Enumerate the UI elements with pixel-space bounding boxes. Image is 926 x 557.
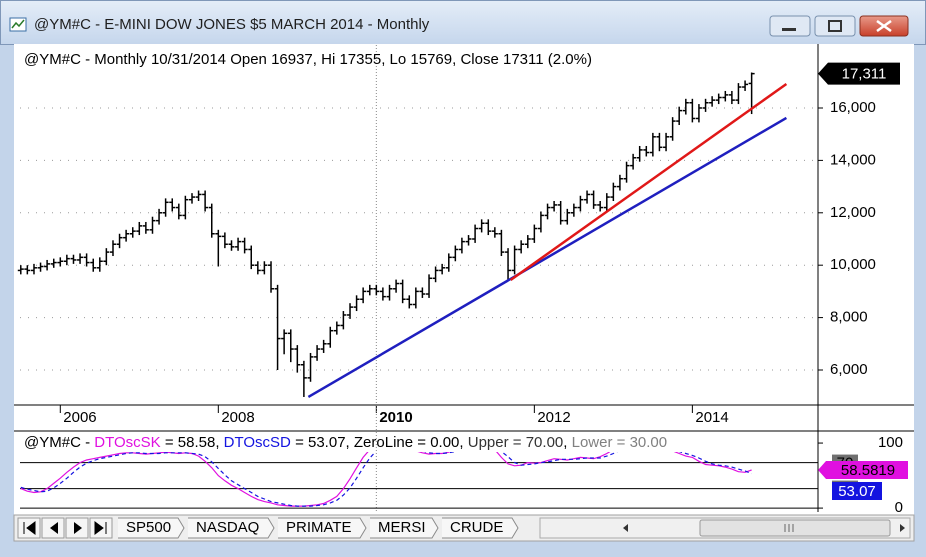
x-tick-label: 2006: [63, 409, 96, 426]
legend-value: 53.07: [308, 434, 346, 451]
y-tick-label: 10,000: [830, 256, 876, 273]
header-separator: =: [417, 434, 426, 451]
tab: [278, 517, 367, 539]
indicator-lines: [20, 452, 752, 507]
header-separator: =: [513, 434, 522, 451]
level-name: ZeroLine: [354, 434, 413, 451]
header-separator: =: [165, 434, 174, 451]
tab: [118, 517, 185, 539]
header-symbol: @YM#C - Monthly: [24, 51, 147, 68]
header-value: 15769: [410, 51, 452, 68]
price-label: 17,311: [842, 66, 887, 83]
y-tick-label: 16,000: [830, 99, 876, 116]
header-value: 16937: [271, 51, 313, 68]
scrollbar[interactable]: [539, 517, 911, 539]
header-separator: ,: [215, 434, 219, 451]
maximize-button[interactable]: [814, 15, 856, 37]
header-separator: ,: [452, 51, 456, 68]
header-field: Open: [230, 51, 267, 68]
trend-line: [509, 82, 788, 282]
tab: [370, 517, 439, 539]
header-separator: ,: [346, 434, 350, 451]
x-tick-label: 2010: [379, 409, 412, 426]
indicator-header: @YM#C - DTOscSK = 58.58, DTOscSD = 53.07…: [24, 434, 667, 451]
chart-header: @YM#C - Monthly 10/31/2014 Open 16937, H…: [24, 51, 592, 68]
level-name: Upper: [468, 434, 509, 451]
level-name: Lower: [572, 434, 613, 451]
x-tick-label: 2008: [221, 409, 254, 426]
header-separator: ,: [459, 434, 463, 451]
value-marker-label: 58.5819: [841, 462, 895, 479]
tab-label[interactable]: NASDAQ: [196, 519, 259, 536]
header-field: Lo: [390, 51, 407, 68]
y-tick-label: 6,000: [830, 361, 868, 378]
window-title: @YM#C - E-MINI DOW JONES $5 MARCH 2014 -…: [34, 16, 430, 33]
level-value: 30.00: [630, 434, 668, 451]
tab-label[interactable]: MERSI: [378, 519, 426, 536]
header-date: 10/31/2014: [151, 51, 226, 68]
y-tick-label: 100: [878, 434, 903, 451]
legend-entry: DTOscSK: [94, 434, 160, 451]
tab-label[interactable]: SP500: [126, 519, 171, 536]
value-marker: [818, 460, 908, 479]
header-separator: ,: [381, 51, 385, 68]
y-tick-label: 12,000: [830, 204, 876, 221]
header-value: 17311: [503, 51, 544, 68]
minimize-button[interactable]: [769, 15, 811, 37]
header-separator: ,: [313, 51, 317, 68]
legend-entry: DTOscSD: [224, 434, 291, 451]
level-value: 70.00: [526, 434, 564, 451]
header-field: Hi: [321, 51, 335, 68]
header-separator: =: [295, 434, 304, 451]
indicator-title: @YM#C -: [24, 434, 90, 451]
header-separator: =: [617, 434, 626, 451]
y-tick-label: 0: [895, 499, 903, 516]
chart-area: [14, 44, 914, 515]
legend-value: 58.58: [178, 434, 216, 451]
header-separator: ,: [563, 434, 567, 451]
tab-label[interactable]: CRUDE: [450, 519, 503, 536]
price-marker: [818, 62, 900, 85]
tab: [188, 517, 275, 539]
header-value: 17355: [339, 51, 381, 68]
value-marker-label: 53.07: [838, 483, 876, 500]
y-tick-label: 8,000: [830, 309, 868, 326]
tab: [442, 517, 519, 539]
y-tick-label: 14,000: [830, 151, 876, 168]
header-change: (2.0%): [548, 51, 592, 68]
x-tick-label: 2012: [537, 409, 570, 426]
tab-label[interactable]: PRIMATE: [286, 519, 352, 536]
close-button[interactable]: [859, 15, 909, 37]
app-icon: [9, 17, 27, 32]
value-marker: [832, 481, 882, 500]
level-value: 0.00: [430, 434, 459, 451]
nav-buttons[interactable]: [17, 517, 113, 539]
header-field: Close: [460, 51, 498, 68]
x-tick-label: 2014: [695, 409, 728, 426]
trend-line: [307, 116, 788, 399]
indicator-line: [20, 452, 752, 507]
